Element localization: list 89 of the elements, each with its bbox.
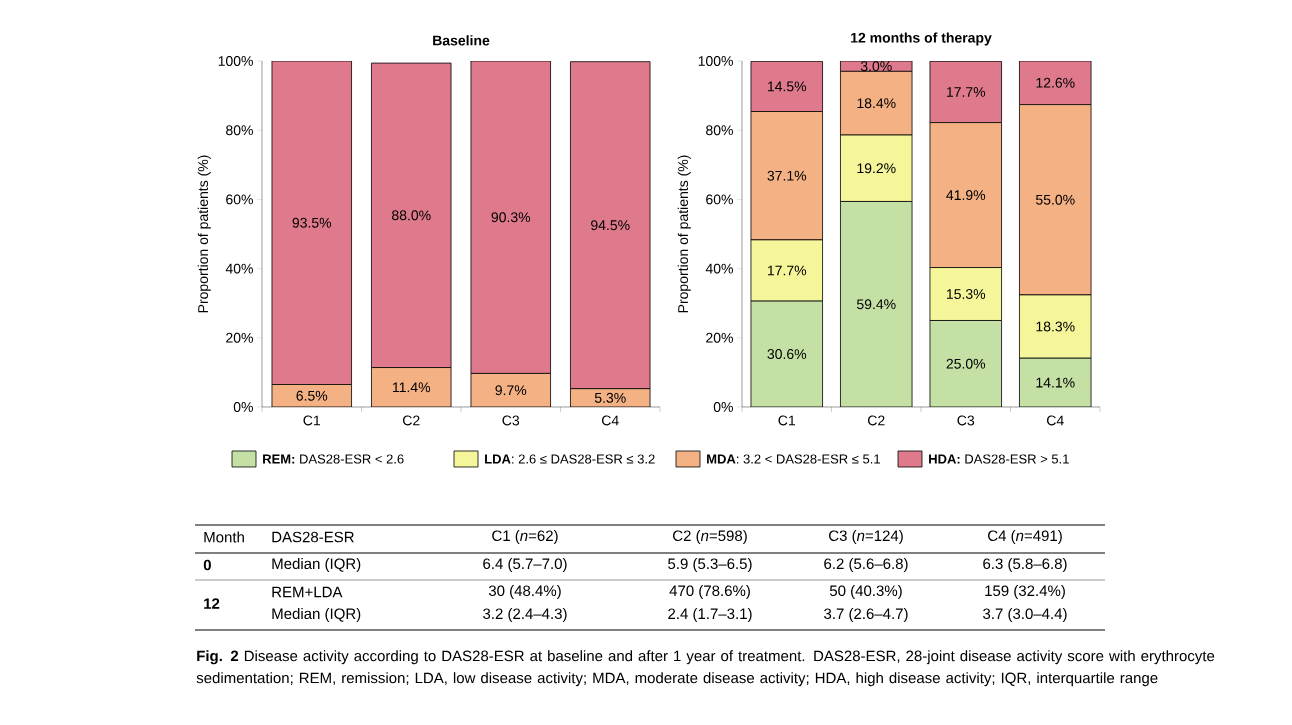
legend-label: HDA: DAS28-ESR > 5.1 [929, 454, 1069, 464]
text: REM+LDA [272, 586, 343, 598]
data-label: 5.3% [594, 392, 626, 403]
bar [929, 60, 1002, 123]
x-tick-label: C4 [1047, 415, 1064, 426]
text: C1 (n=62) [492, 530, 558, 544]
bar [570, 61, 651, 390]
data-label: 6.5% [296, 390, 328, 401]
text: 5.9 (5.3–6.5) [668, 558, 752, 572]
text: 6.2 (5.6–6.8) [824, 558, 908, 572]
bar [929, 320, 1002, 407]
x-tick-label: C3 [957, 415, 975, 426]
data-label: 15.3% [946, 289, 986, 299]
y-tick-label: 100% [218, 56, 253, 66]
text: 30 (48.4%) [488, 585, 561, 599]
y-tick-label: 80% [706, 125, 733, 136]
y-tick-label: 40% [705, 263, 733, 274]
data-label: 88.0% [392, 210, 431, 221]
bar [371, 367, 452, 407]
x-tick-label: C1 [778, 415, 796, 426]
chart-title: Baseline [433, 35, 490, 46]
text: 6.3 (5.8–6.8) [983, 558, 1067, 572]
text: 50 (40.3%) [829, 585, 902, 599]
text: C4 (n=491) [988, 530, 1062, 544]
data-label: 17.7% [946, 87, 986, 97]
text: 3.7 (2.6–4.7) [824, 608, 908, 622]
text: 470 (78.6%) [669, 585, 750, 599]
y-tick-label: 0% [713, 402, 733, 412]
legend-label: MDA: 3.2 < DAS28-ESR ≤ 5.1 [707, 454, 880, 464]
y-tick-label: 80% [226, 125, 253, 136]
text: 2.4 (1.7–3.1) [668, 608, 752, 622]
y-tick-label: 40% [225, 263, 253, 274]
data-label: 18.3% [1036, 321, 1075, 332]
bar [371, 62, 452, 368]
bar [1019, 357, 1092, 407]
text: 159 (32.4%) [985, 585, 1065, 599]
text: C3 (n=124) [829, 530, 903, 544]
legend-label: REM: DAS28-ESR < 2.6 [263, 454, 404, 464]
y-tick-label: 20% [706, 332, 733, 343]
y-tick-label: 60% [706, 194, 733, 205]
data-label: 11.4% [392, 382, 431, 393]
x-tick-label: C4 [602, 415, 619, 426]
text: 3.2 (2.4–4.3) [483, 608, 567, 622]
data-label: 90.3% [491, 212, 531, 223]
data-label: 37.1% [767, 170, 807, 181]
data-label: 14.1% [1036, 377, 1075, 388]
text: Fig. 2 Disease activity according to DAS28-ESR at baseline and after 1 year of treatment. DAS28-ESR, 28-joint disease activity score with erythrocyte sedimentation; REM, remission; LDA, low disease activity; MDA, moderate disease activity; HDA, high disease activity; IQR, interquartile range [196, 650, 1215, 687]
data-label: 17.7% [767, 265, 807, 276]
data-label: 3.0% [860, 61, 892, 72]
data-label: 30.6% [767, 349, 807, 360]
text: 12 [204, 598, 220, 609]
data-label: 12.6% [1036, 77, 1075, 88]
text: Median (IQR) [272, 608, 361, 622]
y-tick-label: 20% [226, 332, 253, 343]
x-tick-label: C2 [403, 415, 420, 426]
data-label: 9.7% [495, 385, 527, 396]
data-label: 14.5% [767, 81, 807, 92]
data-label: 94.5% [591, 220, 630, 231]
chart-title: 12 months of therapy [851, 32, 992, 46]
text: 3.7 (3.0–4.4) [983, 608, 1067, 622]
x-tick-label: C2 [868, 415, 885, 426]
x-tick-label: C3 [502, 415, 520, 426]
data-label: 55.0% [1035, 194, 1075, 205]
y-axis-title: Proportion of patients (%) [197, 155, 211, 313]
data-label: 93.5% [292, 217, 332, 228]
data-label: 18.4% [857, 98, 896, 109]
x-tick-label: C1 [303, 415, 321, 426]
text: DAS28-ESR [272, 531, 354, 543]
bar [750, 300, 823, 407]
data-label: 41.9% [946, 190, 986, 201]
y-tick-label: 100% [698, 56, 733, 66]
text: Month [204, 531, 244, 543]
text: 6.4 (5.7–7.0) [483, 558, 567, 572]
data-label: 25.0% [946, 358, 986, 369]
bar [1019, 60, 1092, 105]
data-label: 59.4% [856, 299, 896, 310]
y-tick-label: 0% [233, 402, 253, 412]
data-label: 19.2% [857, 163, 896, 174]
bar [840, 201, 913, 407]
bar [470, 373, 551, 407]
text: C2 (n=598) [673, 530, 747, 544]
text: Median (IQR) [272, 558, 361, 572]
text: 0 [203, 559, 211, 571]
y-axis-title: Proportion of patients (%) [677, 155, 691, 313]
bar [470, 60, 551, 374]
bar [271, 60, 352, 385]
y-tick-label: 60% [226, 194, 253, 205]
bar [750, 60, 823, 112]
legend-label: LDA: 2.6 ≤ DAS28-ESR ≤ 3.2 [485, 454, 655, 464]
